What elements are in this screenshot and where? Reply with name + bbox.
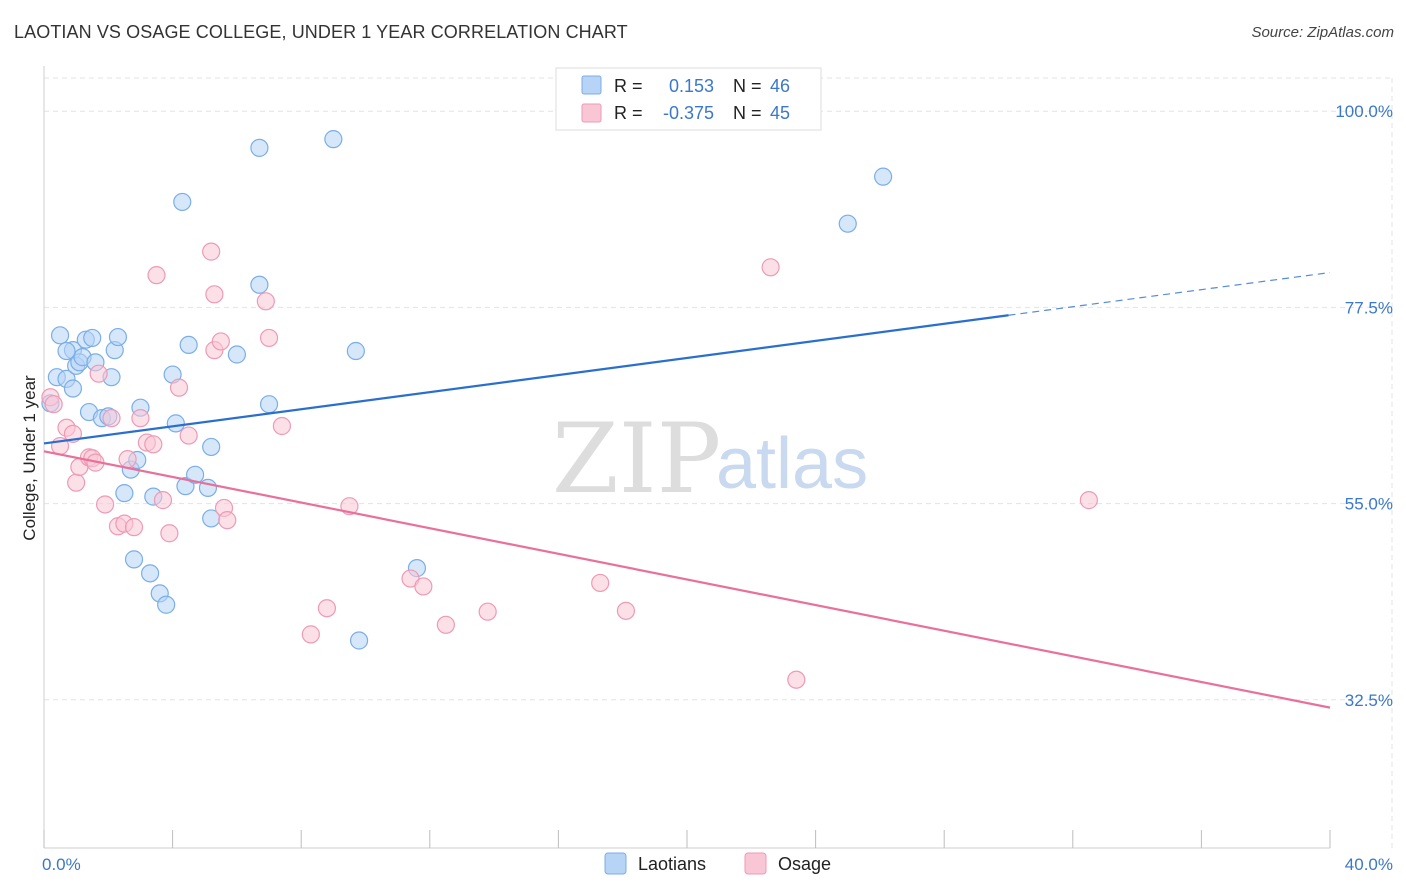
x-tick-label-0: 0.0% — [42, 855, 81, 874]
laotians-point-45 — [838, 214, 857, 233]
laotians-point-40 — [259, 395, 279, 414]
laotians-point-42 — [346, 341, 365, 361]
laotians-point-18 — [108, 327, 128, 347]
legend-swatch-laotians — [604, 852, 627, 875]
laotians-point-33 — [186, 465, 205, 484]
laotians-point-43 — [349, 631, 369, 650]
osage-point-27 — [211, 332, 230, 351]
osage-point-11 — [95, 495, 115, 514]
y-axis-title: College, Under 1 year — [20, 375, 39, 541]
osage-point-10 — [89, 364, 108, 383]
laotians-point-11 — [83, 328, 102, 348]
laotians-point-21 — [124, 550, 144, 569]
laotians-point-30 — [173, 192, 192, 212]
laotians-point-24 — [140, 564, 160, 583]
watermark-zip: ZIP — [552, 403, 721, 515]
laotians-point-37 — [227, 345, 246, 364]
osage-point-42 — [616, 601, 636, 620]
x-tick-label-1: 40.0% — [1345, 855, 1393, 874]
chart-title: LAOTIAN VS OSAGE COLLEGE, UNDER 1 YEAR C… — [14, 22, 628, 42]
osage-point-5 — [67, 473, 86, 492]
laotians-point-29 — [166, 414, 185, 433]
labels-layer: 100.0% 77.5% 55.0% 32.5% 0.0% 40.0% — [42, 102, 1393, 874]
osage-point-21 — [153, 491, 173, 510]
osage-point-35 — [317, 599, 337, 618]
laotians-point-34 — [202, 437, 221, 457]
source-credit: Source: ZipAtlas.com — [1251, 24, 1394, 41]
osage-point-1 — [44, 395, 63, 414]
laotians-trendline — [43, 314, 1009, 445]
osage-point-12 — [102, 409, 121, 428]
osage-point-23 — [169, 378, 189, 397]
osage-point-31 — [256, 292, 275, 311]
osage-point-25 — [202, 242, 221, 261]
y-tick-label-2: 55.0% — [1345, 495, 1393, 514]
axes-layer — [43, 66, 1331, 849]
series-legend: Laotians Osage — [604, 852, 831, 875]
laotians-point-41 — [324, 130, 343, 149]
laotians-point-38 — [250, 138, 269, 157]
legend-r-value-2: -0.375 — [663, 103, 714, 123]
osage-point-28 — [205, 285, 224, 304]
osage-point-40 — [478, 602, 497, 621]
legend-r-value-1: 0.153 — [669, 76, 714, 96]
osage-point-19 — [144, 435, 163, 454]
y-tick-label-0: 100.0% — [1335, 102, 1393, 121]
legend-swatch-osage-stat — [581, 103, 602, 123]
osage-point-43 — [761, 258, 780, 277]
trend-layer — [43, 271, 1331, 709]
legend-n-label-1: N = — [733, 76, 762, 96]
osage-point-30 — [218, 511, 237, 530]
y-tick-label-3: 32.5% — [1345, 691, 1393, 710]
osage-point-32 — [259, 328, 279, 348]
watermark: ZIP atlas — [552, 403, 868, 515]
osage-point-24 — [179, 426, 198, 445]
laotians-trendline-extension — [1008, 271, 1331, 316]
laotians-point-27 — [157, 595, 176, 614]
legend-n-label-2: N = — [733, 103, 762, 123]
osage-point-16 — [124, 518, 144, 537]
legend-swatch-osage — [744, 852, 767, 875]
laotians-point-6 — [63, 379, 83, 398]
osage-trendline — [43, 450, 1331, 709]
legend-r-label-2: R = — [614, 103, 643, 123]
osage-point-41 — [591, 573, 610, 593]
osage-point-33 — [272, 416, 292, 436]
osage-point-15 — [118, 450, 137, 469]
watermark-atlas: atlas — [716, 424, 868, 504]
osage-point-38 — [414, 577, 433, 596]
osage-point-22 — [160, 524, 179, 543]
osage-point-20 — [147, 266, 166, 285]
laotians-point-39 — [250, 275, 269, 294]
osage-point-17 — [131, 409, 150, 428]
legend-n-value-2: 45 — [770, 103, 790, 123]
osage-point-45 — [1079, 491, 1098, 510]
legend-swatch-laotians-stat — [581, 75, 602, 95]
points-layer — [41, 130, 1098, 689]
osage-point-39 — [436, 615, 455, 634]
laotians-point-46 — [874, 167, 893, 186]
laotians-point-5 — [57, 341, 76, 361]
osage-point-44 — [787, 670, 806, 689]
osage-point-34 — [301, 625, 320, 644]
y-tick-label-1: 77.5% — [1345, 298, 1393, 317]
laotians-point-2 — [50, 326, 70, 345]
grid-layer — [44, 77, 1393, 848]
laotians-point-32 — [179, 335, 198, 355]
legend-label-osage: Osage — [778, 854, 831, 874]
stats-legend: R = 0.153 N = 46 R = -0.375 N = 45 — [555, 67, 822, 131]
laotians-point-19 — [115, 484, 134, 503]
legend-r-label-1: R = — [614, 76, 643, 96]
legend-n-value-1: 46 — [770, 76, 790, 96]
legend-label-laotians: Laotians — [638, 854, 706, 874]
